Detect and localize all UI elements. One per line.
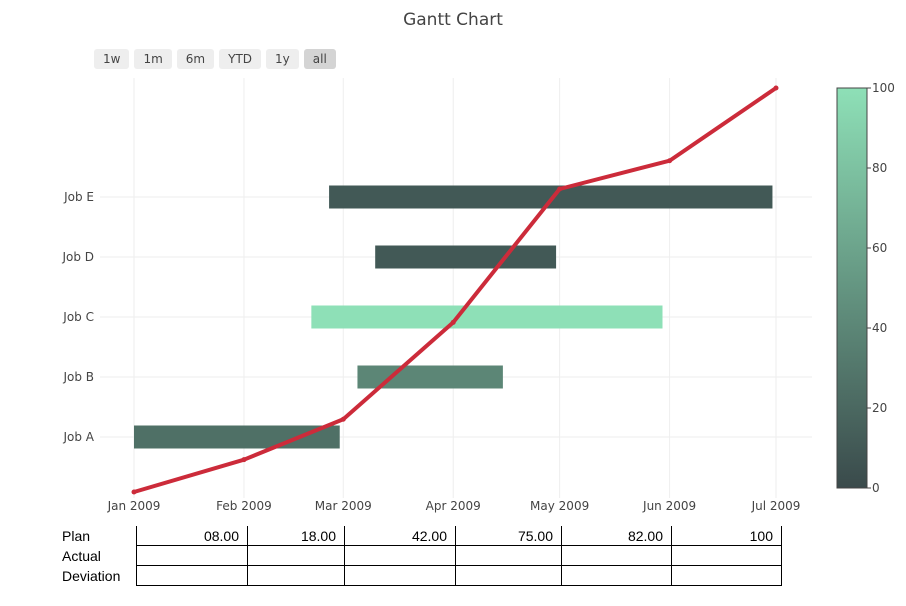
task-bar-job-b: [357, 365, 503, 389]
row-label: Deviation: [62, 567, 121, 584]
colorbar-tick-label: 100: [872, 81, 895, 95]
x-axis-labels: Jan 2009 Feb 2009 Mar 2009 Apr 2009 May 2009…: [107, 499, 801, 513]
table-cell: 08.00: [136, 526, 248, 546]
table-cell: [136, 565, 248, 586]
progress-point: [241, 457, 247, 463]
x-tick-label: Feb 2009: [216, 499, 272, 513]
colorbar-tick-label: 40: [872, 321, 887, 335]
progress-point: [340, 416, 346, 422]
table-cell: [455, 565, 562, 586]
y-tick-label: Job E: [63, 190, 94, 204]
task-bar-job-d: [375, 245, 557, 269]
range-button-1w[interactable]: 1w: [94, 49, 130, 69]
table-cell: [561, 565, 672, 586]
table-row: Plan 08.00 18.00 42.00 75.00 82.00 100: [60, 526, 782, 546]
x-tick-label: Apr 2009: [426, 499, 481, 513]
table-cell: [344, 565, 456, 586]
table-row: Actual: [60, 545, 782, 566]
table-cell: [561, 545, 672, 566]
progress-point: [450, 319, 456, 325]
y-tick-label: Job D: [61, 250, 94, 264]
task-bar-job-c: [311, 305, 663, 329]
x-tick-label: Jul 2009: [751, 499, 801, 513]
gantt-chart: Job A Job B Job C Job D Job E Jan 2009 Feb 20…: [61, 78, 895, 513]
y-tick-label: Job B: [62, 370, 94, 384]
progress-point: [667, 158, 673, 164]
table-cell: [455, 545, 562, 566]
x-tick-label: Jun 2009: [642, 499, 696, 513]
task-bars: [134, 185, 773, 449]
progress-point: [773, 85, 779, 91]
task-bar-job-a: [134, 425, 340, 449]
colorbar-tick-label: 0: [872, 481, 880, 495]
range-selector: 1w 1m 6m YTD 1y all: [94, 49, 336, 69]
progress-line: [131, 85, 779, 495]
colorbar-scale: [836, 87, 868, 489]
table-cell: [247, 565, 345, 586]
range-button-1y[interactable]: 1y: [266, 49, 299, 69]
x-tick-label: May 2009: [530, 499, 589, 513]
table-row: Deviation: [60, 565, 782, 586]
row-label: Plan: [62, 527, 91, 544]
range-button-all[interactable]: all: [303, 49, 336, 69]
table-cell: 82.00: [561, 526, 672, 546]
table-cell: [671, 565, 782, 586]
y-axis-labels: Job A Job B Job C Job D Job E: [61, 190, 94, 444]
chart-title: Gantt Chart: [403, 10, 503, 30]
colorbar-tick-label: 60: [872, 241, 887, 255]
range-button-ytd[interactable]: YTD: [219, 49, 262, 69]
colorbar-tick-label: 80: [872, 161, 887, 175]
x-tick-label: Mar 2009: [315, 499, 372, 513]
table-cell: 75.00: [455, 526, 562, 546]
table-cell: [136, 545, 248, 566]
row-label: Actual: [62, 547, 101, 564]
progress-point: [557, 186, 563, 192]
x-tick-label: Jan 2009: [107, 499, 161, 513]
progress-point: [131, 489, 137, 495]
colorbar-tick-label: 20: [872, 401, 887, 415]
table-cell: 42.00: [344, 526, 456, 546]
table-cell: 100: [671, 526, 782, 546]
progress-table: Plan 08.00 18.00 42.00 75.00 82.00 100 Actual De…: [60, 526, 782, 586]
table-cell: 18.00: [247, 526, 345, 546]
table-cell: [671, 545, 782, 566]
table-cell: [344, 545, 456, 566]
y-tick-label: Job A: [62, 430, 94, 444]
table-cell: [247, 545, 345, 566]
colorbar: 0 20 40 60 80 100: [836, 81, 895, 495]
y-tick-label: Job C: [62, 310, 94, 324]
range-button-1m[interactable]: 1m: [134, 49, 172, 69]
range-button-6m[interactable]: 6m: [176, 49, 215, 69]
